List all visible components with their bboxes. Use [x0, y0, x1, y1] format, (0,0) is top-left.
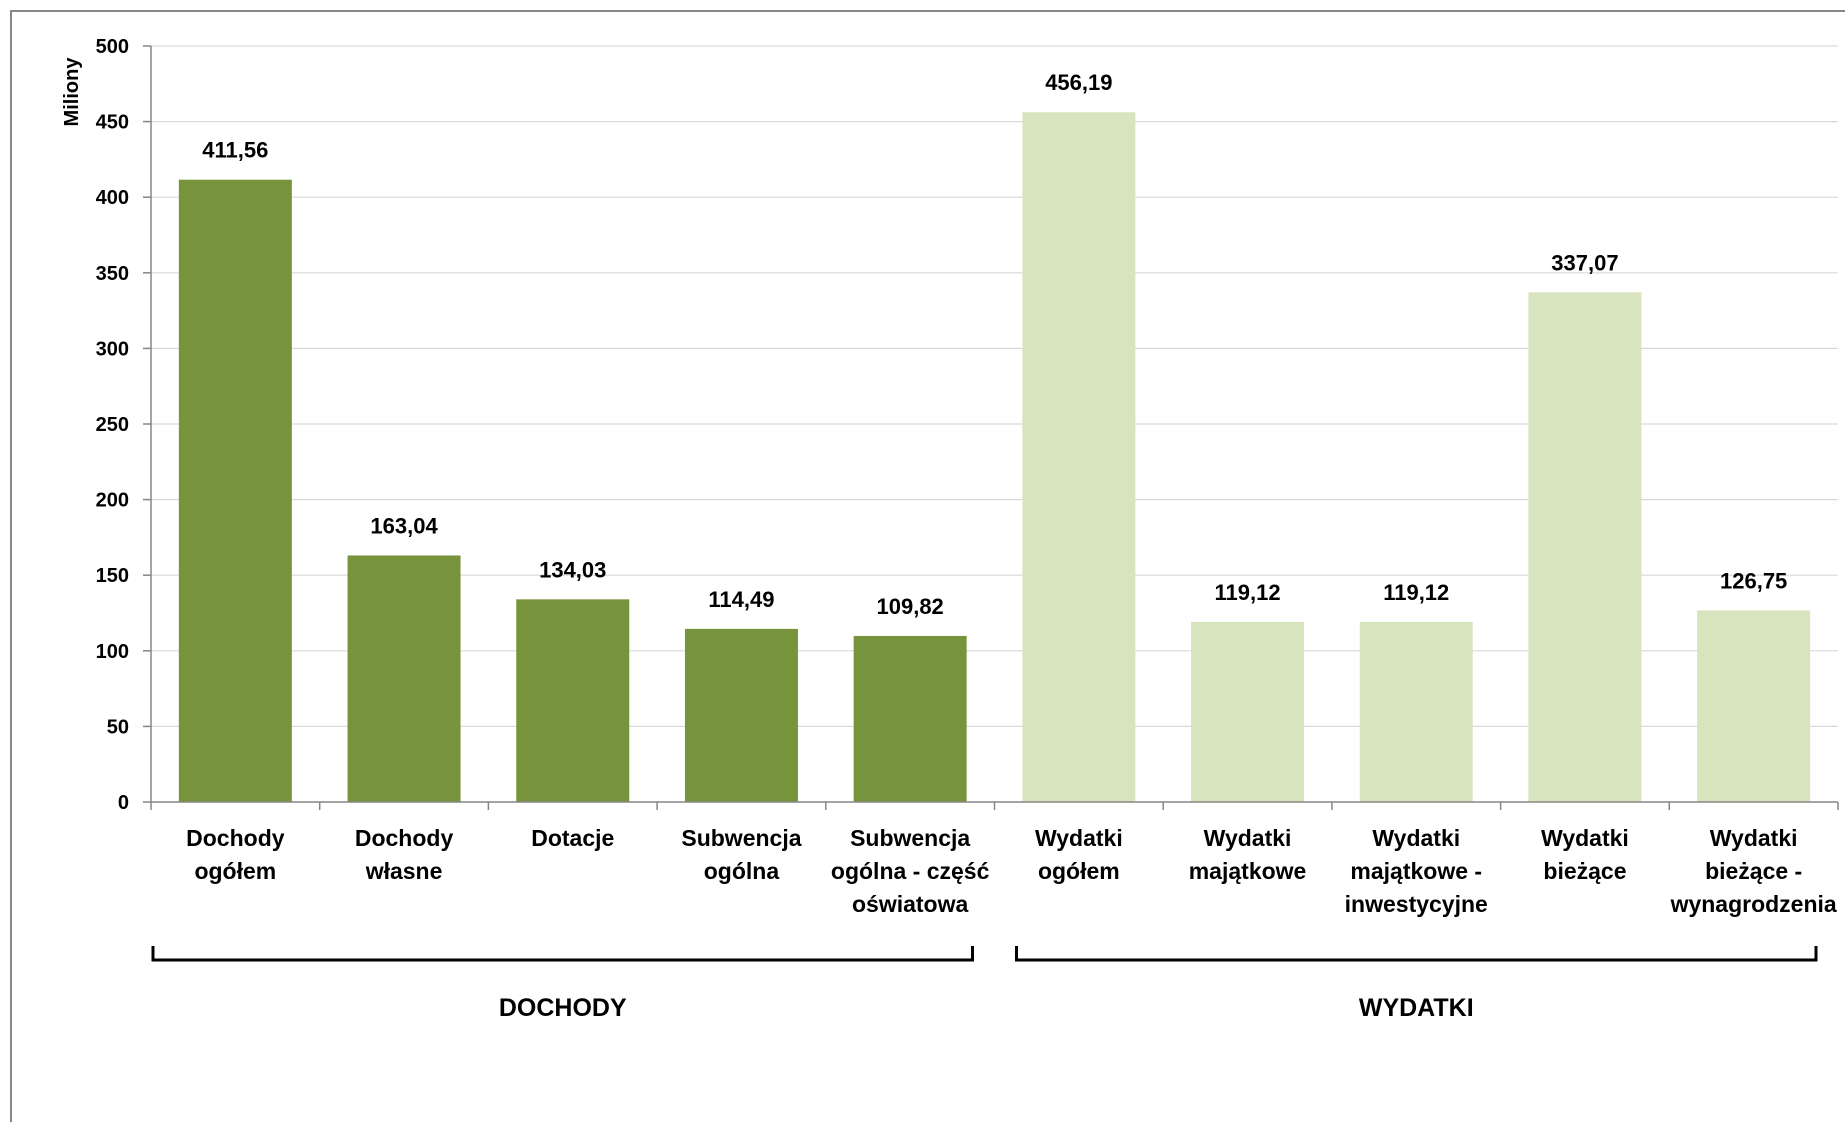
bar: [684, 628, 798, 802]
category-label: Wydatki bieżące: [1541, 825, 1629, 884]
bar: [1022, 112, 1136, 802]
y-tick-label: 400: [96, 187, 129, 209]
group-bracket: [151, 946, 974, 962]
category-label: Subwencja ogólna: [681, 825, 801, 884]
data-label: 114,49: [708, 587, 774, 612]
y-tick-label: 300: [96, 338, 129, 360]
y-tick-label: 0: [118, 792, 129, 814]
bar: [178, 179, 292, 802]
y-tick-label: 350: [96, 263, 129, 285]
bars: [178, 112, 1811, 802]
data-label: 134,03: [539, 557, 606, 582]
category-label: Wydatki majątkowe -inwestycyjne: [1345, 825, 1488, 917]
group-bracket: [1015, 946, 1818, 962]
y-axis-title: Miliony: [61, 57, 83, 127]
group-label: DOCHODY: [499, 994, 627, 1022]
category-label: Wydatki bieżące -wynagrodzenia: [1670, 825, 1837, 917]
data-label: 119,12: [1383, 580, 1449, 605]
data-label: 163,04: [370, 513, 438, 538]
y-tick-label: 200: [96, 490, 129, 512]
category-label: Subwencja ogólna - część oświatowa: [831, 825, 990, 917]
labels: 0 50 100 150 200 250 300 350 400 450 500 411,56 Doch…: [96, 36, 1837, 1022]
data-label: 126,75: [1720, 568, 1787, 593]
y-tick-label: 450: [96, 112, 129, 134]
data-label: 119,12: [1215, 580, 1281, 605]
y-tick-label: 150: [96, 565, 129, 587]
bar: [1697, 610, 1811, 802]
category-label: Dochody własne: [355, 825, 454, 884]
bar: [1528, 292, 1642, 802]
y-tick-label: 50: [107, 716, 129, 738]
y-tick-label: 500: [96, 36, 129, 58]
data-label: 411,56: [202, 138, 268, 163]
category-label: Wydatki majątkowe: [1189, 825, 1307, 884]
y-tick-label: 250: [96, 414, 129, 436]
group-label: WYDATKI: [1359, 994, 1474, 1022]
data-label: 456,19: [1045, 70, 1112, 95]
category-label: Dotacje: [531, 825, 614, 851]
data-label: 337,07: [1551, 250, 1618, 275]
bar: [853, 635, 967, 802]
category-label: Dochody ogółem: [186, 825, 285, 884]
bar: [1191, 621, 1305, 802]
y-tick-label: 100: [96, 641, 129, 663]
axes: [143, 45, 1839, 962]
data-label: 109,82: [877, 594, 944, 619]
category-label: Wydatki ogółem: [1035, 825, 1123, 884]
bar: [516, 599, 630, 802]
bar: [347, 555, 461, 802]
bar: [1359, 621, 1473, 802]
